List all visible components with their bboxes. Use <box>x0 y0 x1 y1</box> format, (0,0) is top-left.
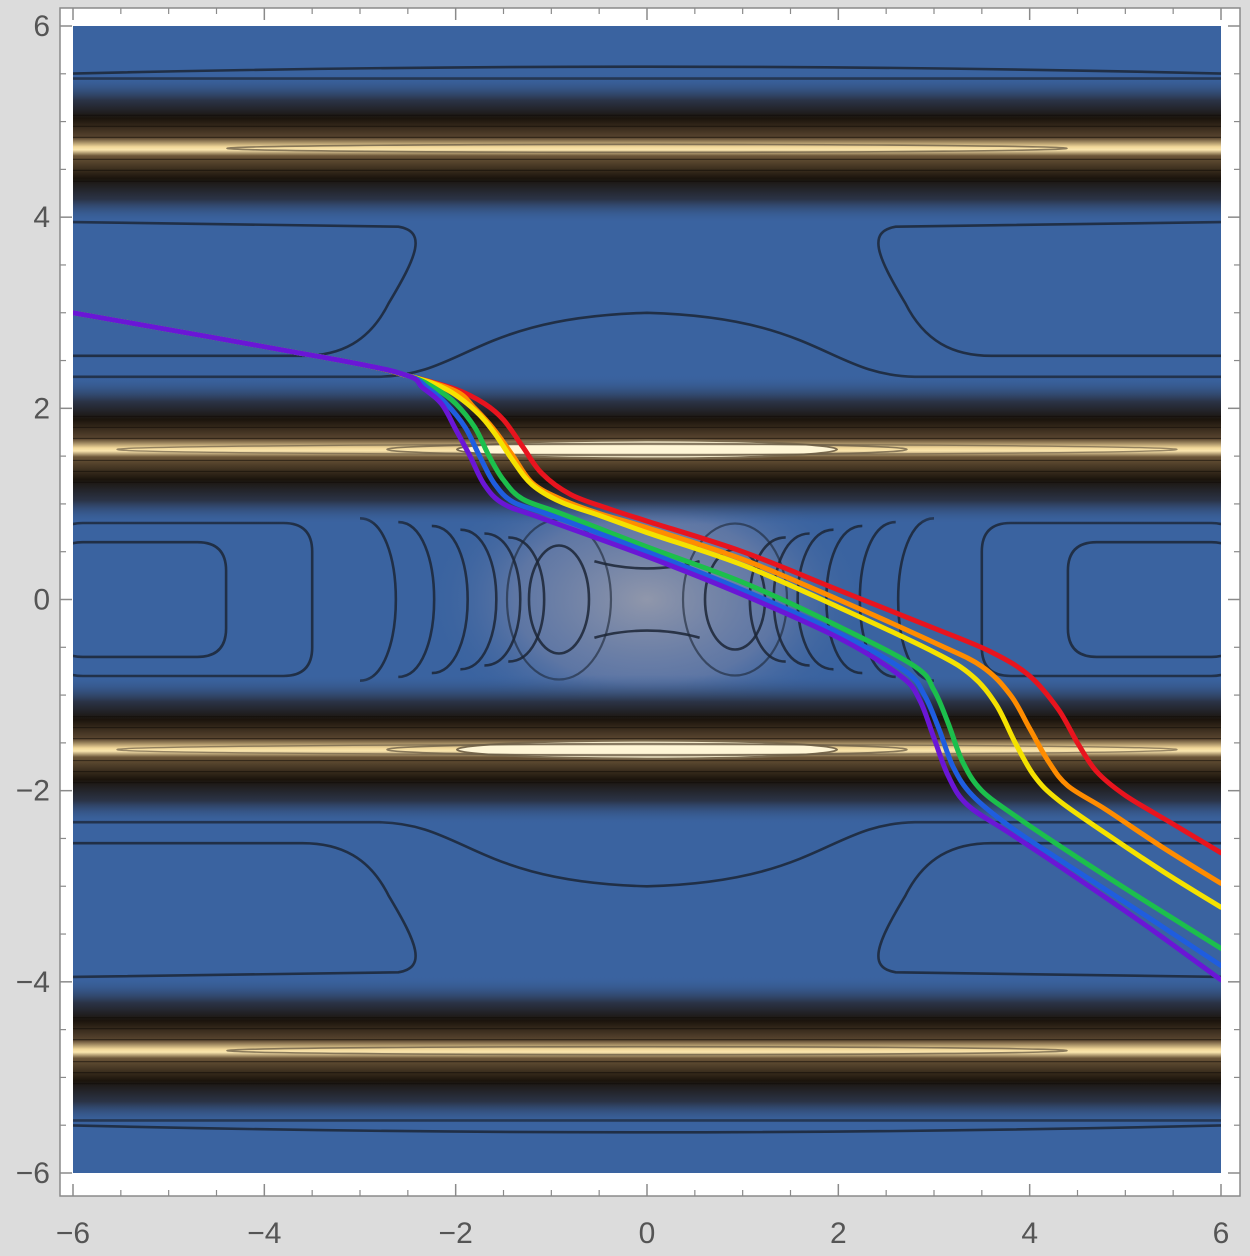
x-tick-label: 4 <box>1021 1217 1038 1250</box>
contour-line <box>73 820 1221 888</box>
contour-line <box>896 517 935 682</box>
contour-line <box>359 517 398 682</box>
x-tick-label: 0 <box>639 1217 656 1250</box>
band-contour <box>116 443 1178 456</box>
contour-line <box>73 65 1221 75</box>
x-tick-label: −4 <box>247 1217 281 1250</box>
contour-line <box>484 532 522 667</box>
y-tick-label: −6 <box>16 1157 50 1190</box>
contour-line <box>460 528 498 671</box>
contour-line <box>877 220 1221 358</box>
contour-line <box>796 528 834 671</box>
contour-line <box>73 311 1221 379</box>
axes: −6 −4 −2 0 2 4 6 −6 −4 −2 0 2 4 6 <box>16 8 1240 1250</box>
series-lines <box>73 310 1221 983</box>
x-tick-label: 6 <box>1213 1217 1230 1250</box>
plot-area <box>73 26 1221 1173</box>
band <box>73 73 1221 224</box>
contour-line <box>877 841 1221 979</box>
contour-line <box>73 540 228 659</box>
band-contour <box>386 442 908 457</box>
series-line <box>73 310 1221 969</box>
contour-ellipse <box>527 544 591 655</box>
y-tick-label: −4 <box>16 966 50 999</box>
x-tick-label: 2 <box>830 1217 847 1250</box>
band-contour <box>116 743 1178 756</box>
y-tick-label: 4 <box>33 201 50 234</box>
contour-line <box>1066 540 1221 659</box>
contour-line <box>772 532 810 667</box>
y-tick-label: 0 <box>33 584 50 617</box>
series-line <box>73 310 1221 951</box>
series-line <box>73 310 1221 910</box>
x-tick-label: −2 <box>439 1217 473 1250</box>
y-tick-label: 6 <box>33 10 50 43</box>
y-tick-label: 2 <box>33 392 50 425</box>
band-contour <box>226 1045 1068 1056</box>
contour-line <box>73 220 417 358</box>
contour-line <box>431 524 469 675</box>
band-contour <box>386 742 908 757</box>
contour-line <box>398 520 436 679</box>
contour-line <box>73 841 417 979</box>
band <box>73 975 1221 1126</box>
x-tick-label: −6 <box>56 1217 90 1250</box>
band-contour <box>226 143 1068 154</box>
series-line <box>73 310 1221 983</box>
y-tick-label: −2 <box>16 775 50 808</box>
contour-line <box>73 1124 1221 1134</box>
